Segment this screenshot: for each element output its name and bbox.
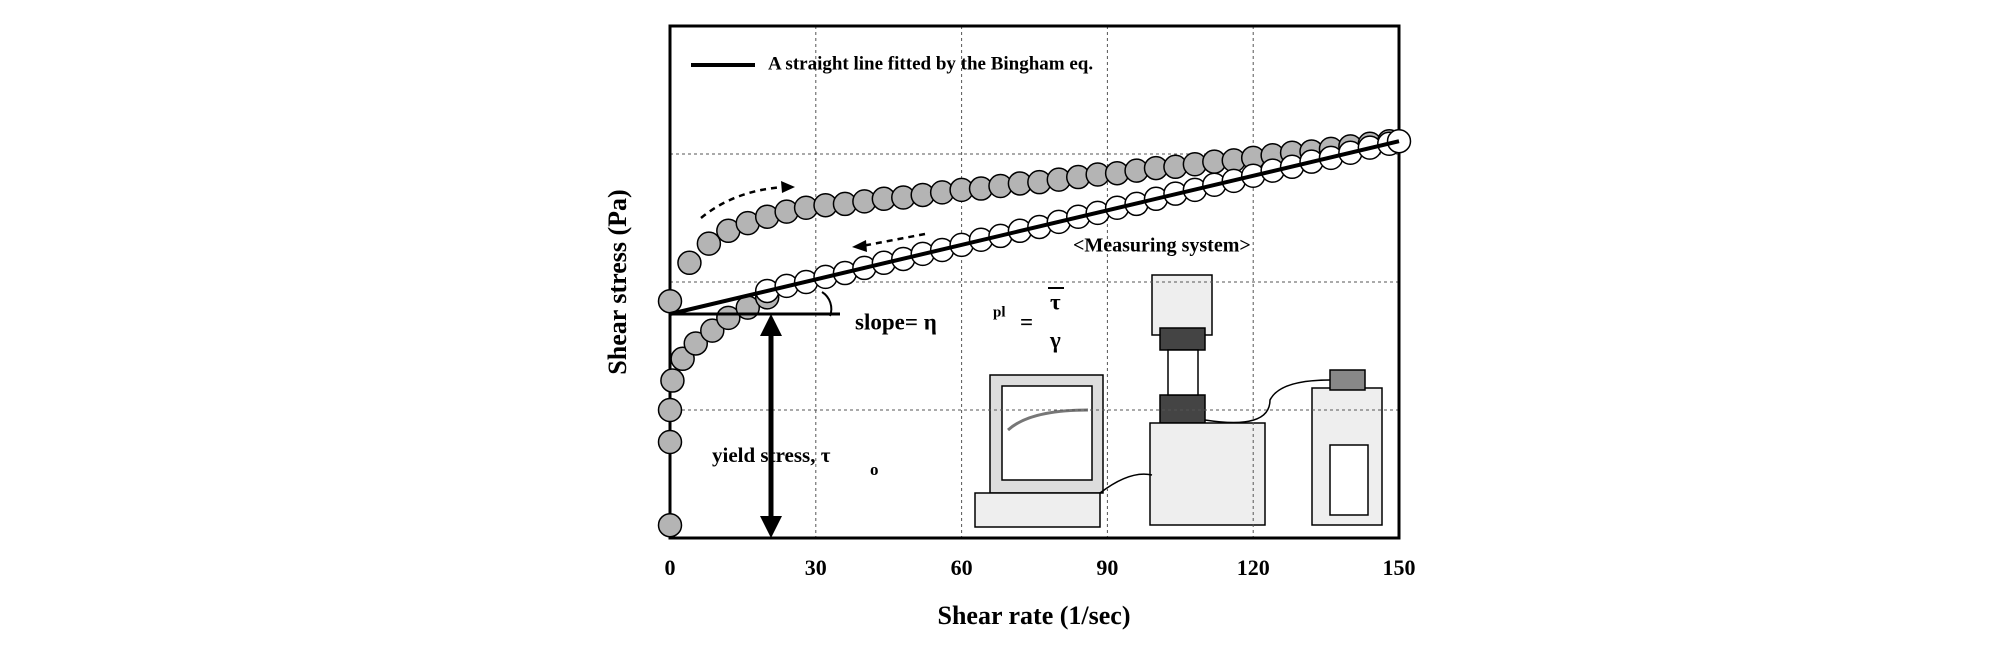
x-tick-label: 60 (951, 555, 973, 580)
rheometer-block (1159, 327, 1206, 351)
x-tick-label: 0 (665, 555, 676, 580)
point (657, 288, 683, 314)
y-axis-label: Shear stress (Pa) (603, 189, 632, 374)
arrow-head (781, 181, 795, 193)
point (716, 305, 741, 331)
computer-base (974, 492, 1101, 528)
point (657, 512, 683, 538)
arrow-head (760, 516, 782, 538)
controller-panel (1329, 444, 1369, 516)
fit-line (669, 139, 1400, 316)
arrow-head (760, 314, 782, 336)
point (657, 429, 683, 455)
annotation: γ (1049, 327, 1061, 352)
rheometer-base (1149, 422, 1266, 526)
point (660, 368, 685, 393)
x-tick-label: 150 (1383, 555, 1416, 580)
measuring-system (974, 274, 1383, 528)
controller-top (1329, 369, 1366, 391)
arrow-head (852, 240, 867, 252)
angle-arc (821, 291, 833, 317)
screen (1001, 385, 1093, 481)
x-tick-label: 90 (1096, 555, 1118, 580)
x-tick-label: 120 (1237, 555, 1270, 580)
annotation: = (1020, 309, 1033, 334)
point (700, 318, 725, 343)
annotation: o (870, 460, 879, 479)
x-tick-label: 30 (805, 555, 827, 580)
up-arrow (700, 185, 786, 219)
annotation: τ (1050, 289, 1061, 314)
annotation: slope= η (855, 309, 937, 334)
point (657, 397, 683, 423)
annotation: pl (993, 304, 1006, 320)
rheometer-cell (1167, 349, 1199, 396)
legend-label: A straight line fitted by the Bingham eq… (768, 53, 1093, 74)
point (696, 231, 722, 256)
rheometer-head (1151, 274, 1213, 336)
point (683, 331, 709, 356)
point (677, 250, 702, 276)
rheometer-block (1159, 394, 1206, 424)
x-axis-label: Shear rate (1/sec) (937, 601, 1130, 630)
dashed-arrows (700, 185, 926, 248)
annotation: <Measuring system> (1073, 235, 1251, 257)
plot-frame (668, 24, 1401, 540)
cables (1099, 379, 1331, 494)
screen-curve (1006, 408, 1089, 432)
